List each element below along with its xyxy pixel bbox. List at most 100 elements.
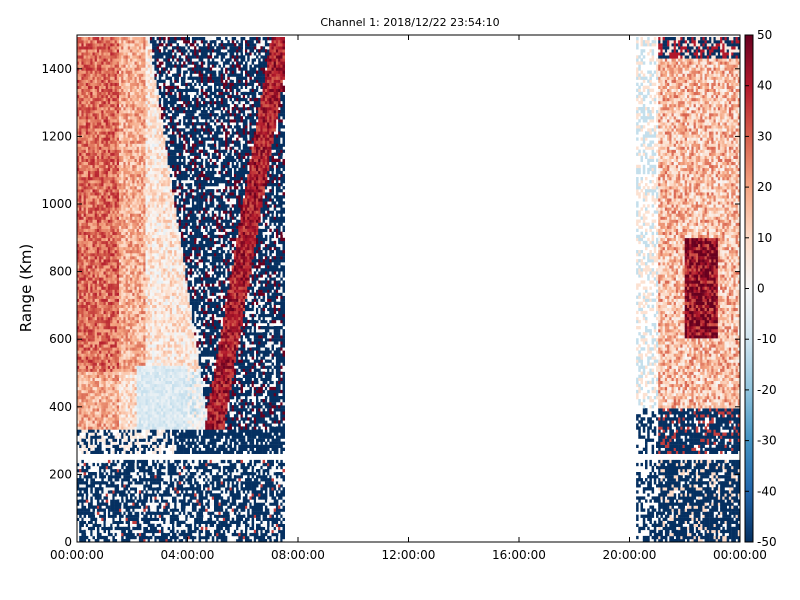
heatmap-cell	[141, 170, 144, 175]
heatmap-cell	[116, 459, 120, 464]
heatmap-cell	[132, 228, 135, 232]
heatmap-cell	[79, 359, 82, 363]
heatmap-cell	[101, 198, 104, 202]
heatmap-cell	[88, 338, 91, 342]
heatmap-cell	[105, 313, 109, 318]
heatmap-cell	[130, 450, 133, 454]
heatmap-cell	[81, 484, 84, 488]
heatmap-cell	[77, 298, 80, 302]
heatmap-cell	[105, 61, 109, 65]
heatmap-cell	[119, 262, 122, 266]
heatmap-cell	[112, 94, 115, 99]
heatmap-cell	[134, 283, 137, 287]
heatmap-cell	[99, 173, 102, 178]
heatmap-cell	[116, 192, 120, 196]
heatmap-cell	[145, 195, 148, 199]
heatmap-cell	[94, 426, 98, 430]
heatmap-cell	[147, 469, 151, 473]
heatmap-cell	[77, 517, 80, 521]
heatmap-cell	[123, 259, 126, 263]
heatmap-cell	[132, 195, 135, 199]
heatmap-cell	[141, 180, 144, 184]
heatmap-cell	[119, 67, 122, 71]
heatmap-cell	[92, 100, 95, 105]
chart-title: Channel 1: 2018/12/22 23:54:10	[320, 16, 499, 29]
heatmap-cell	[130, 356, 133, 360]
heatmap-cell	[125, 338, 129, 342]
heatmap-cell	[83, 186, 87, 190]
heatmap-cell	[88, 110, 91, 114]
heatmap-cell	[107, 532, 111, 537]
heatmap-cell	[94, 161, 98, 166]
heatmap-cell	[112, 104, 115, 108]
heatmap-cell	[101, 82, 104, 86]
heatmap-cell	[116, 493, 120, 497]
heatmap-cell	[105, 173, 109, 178]
heatmap-cell	[136, 447, 140, 451]
heatmap-cell	[107, 362, 111, 366]
heatmap-cell	[110, 417, 113, 421]
heatmap-cell	[130, 158, 133, 162]
heatmap-cell	[127, 368, 131, 372]
heatmap-cell	[147, 529, 151, 534]
heatmap-cell	[81, 164, 84, 169]
heatmap-cell	[136, 110, 140, 114]
heatmap-cell	[96, 368, 100, 372]
heatmap-cell	[77, 61, 80, 65]
heatmap-cell	[77, 192, 80, 196]
heatmap-cell	[77, 514, 80, 518]
heatmap-cell	[94, 79, 98, 83]
heatmap-cell	[138, 259, 142, 263]
heatmap-cell	[107, 280, 111, 284]
heatmap-cell	[110, 88, 113, 92]
heatmap-cell	[101, 173, 104, 178]
heatmap-cell	[103, 131, 106, 135]
heatmap-cell	[103, 368, 106, 372]
heatmap-cell	[110, 253, 113, 257]
heatmap-cell	[107, 493, 111, 497]
heatmap-cell	[90, 329, 93, 333]
heatmap-cell	[119, 155, 122, 159]
heatmap-cell	[123, 377, 126, 381]
heatmap-cell	[123, 167, 126, 172]
heatmap-cell	[116, 213, 120, 217]
heatmap-cell	[116, 365, 120, 369]
heatmap-cell	[83, 307, 87, 312]
heatmap-cell	[81, 180, 84, 184]
heatmap-cell	[132, 326, 135, 330]
heatmap-cell	[114, 58, 118, 62]
heatmap-cell	[134, 243, 137, 248]
heatmap-cell	[88, 122, 91, 126]
heatmap-cell	[79, 137, 82, 141]
heatmap-cell	[116, 170, 120, 175]
heatmap-cell	[116, 94, 120, 99]
heatmap-cell	[132, 429, 135, 433]
heatmap-cell	[83, 237, 87, 242]
heatmap-cell	[141, 462, 144, 467]
heatmap-cell	[77, 389, 80, 394]
heatmap-cell	[77, 295, 80, 299]
heatmap-cell	[90, 140, 93, 144]
heatmap-cell	[103, 94, 106, 99]
heatmap-cell	[81, 298, 84, 302]
heatmap-cell	[132, 91, 135, 96]
heatmap-cell	[107, 131, 111, 135]
heatmap-cell	[103, 347, 106, 351]
heatmap-cell	[92, 149, 95, 153]
heatmap-cell	[92, 49, 95, 53]
heatmap-cell	[103, 79, 106, 83]
heatmap-cell	[105, 131, 109, 135]
heatmap-cell	[101, 125, 104, 129]
heatmap-cell	[145, 274, 148, 278]
heatmap-cell	[101, 152, 104, 156]
heatmap-cell	[99, 490, 102, 494]
heatmap-cell	[79, 240, 82, 245]
heatmap-cell	[83, 40, 87, 44]
heatmap-cell	[112, 37, 115, 41]
heatmap-cell	[116, 432, 120, 436]
heatmap-cell	[119, 341, 122, 345]
heatmap-cell	[88, 158, 91, 162]
heatmap-cell	[116, 100, 120, 105]
heatmap-cell	[107, 210, 111, 214]
heatmap-cell	[99, 265, 102, 269]
